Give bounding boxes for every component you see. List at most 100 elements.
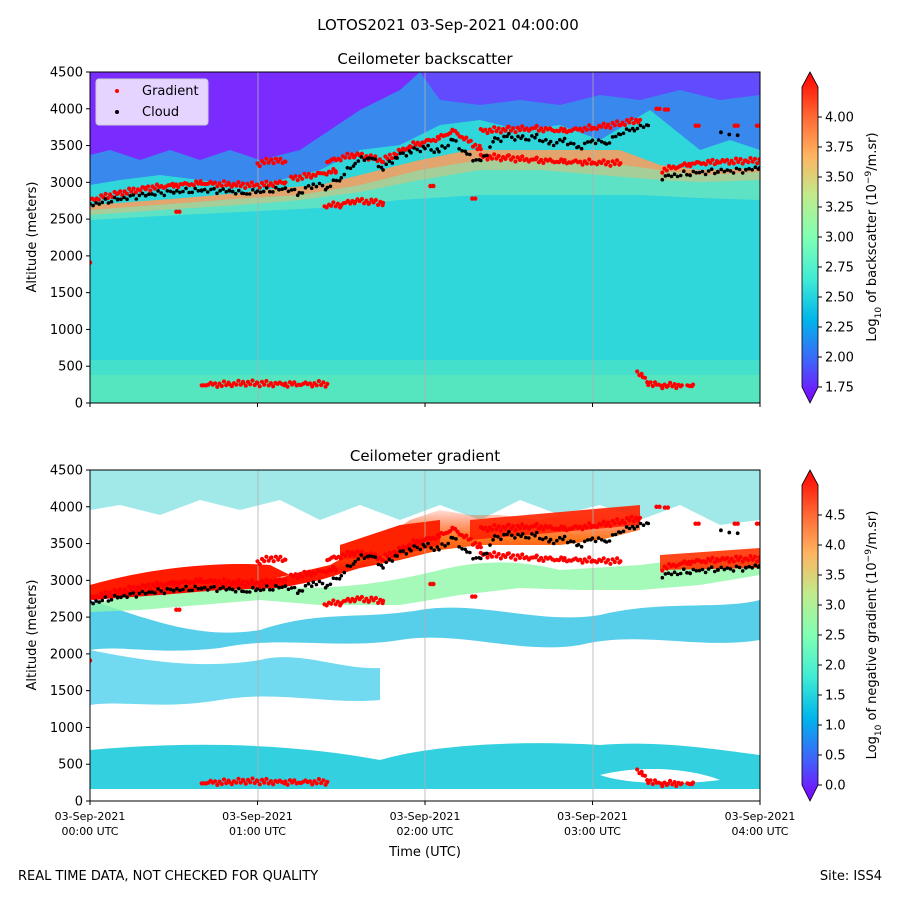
cloud-point — [251, 188, 255, 192]
cloud-point — [100, 200, 105, 205]
cloud-point — [725, 168, 730, 172]
y-tick-label: 500 — [58, 758, 83, 773]
cloud-point — [153, 591, 157, 595]
cloud-point — [562, 534, 567, 539]
gradient-point — [506, 153, 511, 158]
cloud-point — [527, 138, 531, 142]
cloud-point — [735, 133, 740, 138]
gradient-point — [278, 156, 283, 161]
gradient-point — [236, 578, 241, 583]
colorbar-tick-label: 1.0 — [825, 719, 846, 734]
gradient-point — [85, 260, 89, 264]
cloud-point — [370, 554, 375, 559]
cloud-point — [471, 159, 475, 163]
cloud-point — [731, 569, 736, 573]
gradient-point — [492, 550, 497, 555]
cloud-point — [703, 570, 708, 575]
cloud-point — [638, 123, 643, 128]
gradient-point — [727, 559, 732, 564]
cloud-point — [297, 588, 302, 593]
cloud-point — [325, 583, 330, 588]
cloud-point — [109, 199, 114, 204]
cloud-point — [520, 134, 525, 138]
cloud-point — [672, 570, 677, 574]
gradient-point — [733, 156, 739, 161]
cloud-point — [426, 143, 430, 148]
gradient-point — [629, 514, 634, 519]
y-tick-label: 4000 — [50, 102, 83, 117]
gradient-point — [331, 200, 336, 205]
gradient-point — [485, 528, 490, 534]
colorbar-tick-label: 1.5 — [825, 689, 846, 704]
gradient-point — [503, 526, 508, 531]
cloud-point — [384, 560, 389, 565]
cloud-point — [635, 126, 640, 131]
cloud-point — [181, 587, 185, 592]
cloud-point — [593, 141, 598, 146]
gradient-point — [662, 107, 668, 112]
gradient-point — [278, 554, 283, 559]
gradient-point — [307, 381, 313, 386]
gradient-point — [612, 559, 617, 565]
gradient-point — [731, 559, 736, 564]
gradient-point — [127, 186, 132, 191]
gradient-point — [520, 522, 525, 527]
cloud-point — [610, 135, 615, 139]
gradient-point — [541, 160, 546, 165]
cloud-point — [150, 590, 154, 594]
cloud-point — [342, 172, 347, 177]
cloud-point — [463, 547, 468, 552]
gradient-point — [240, 579, 246, 584]
cloud-point — [156, 587, 160, 591]
gradient-point — [755, 559, 760, 564]
cloud-point — [178, 190, 182, 195]
gradient-point — [241, 380, 246, 385]
gradient-point — [608, 523, 613, 529]
gradient-point — [381, 159, 386, 165]
gradient-point — [534, 123, 539, 129]
gradient-point — [262, 183, 267, 188]
gradient-xticks: 03-Sep-2021 00:00 UTC 03-Sep-2021 01:00 UTC… — [55, 801, 795, 838]
cloud-point — [638, 521, 643, 526]
cloud-point — [582, 539, 587, 544]
cloud-point — [744, 566, 748, 570]
gradient-point — [612, 521, 617, 526]
cloud-point — [502, 532, 506, 537]
gradient-point — [381, 557, 386, 563]
y-tick-label: 3000 — [50, 574, 83, 589]
cloud-point — [172, 191, 176, 195]
cloud-point — [697, 568, 702, 573]
gradient-point — [601, 519, 606, 524]
gradient-point — [489, 554, 495, 559]
gradient-point — [464, 135, 469, 140]
cloud-point — [387, 557, 392, 561]
gradient-point — [255, 182, 260, 187]
gradient-point — [654, 504, 659, 509]
cloud-point — [395, 554, 399, 558]
gradient-point — [321, 380, 326, 385]
gradient-point — [329, 601, 334, 606]
gradient-point — [757, 556, 760, 561]
cloud-point — [429, 546, 433, 550]
cloud-point — [731, 171, 736, 175]
gradient-point — [347, 553, 352, 558]
legend-cloud-marker — [115, 110, 119, 114]
cloud-point — [150, 192, 154, 196]
legend-gradient-marker — [115, 89, 119, 93]
cloud-point — [175, 189, 179, 193]
cloud-point — [691, 169, 696, 174]
gradient-point — [213, 779, 218, 784]
backscatter-colorbar: 1.75 2.00 2.25 2.50 2.75 3.00 3.25 3.50 3.75 4.00… — [801, 71, 884, 404]
cloud-point — [230, 587, 235, 592]
cloud-point — [415, 147, 420, 152]
cloud-point — [507, 530, 511, 534]
gradient-colorbar-label: Log10 of negative gradient (10−9/m.sr) — [864, 511, 884, 760]
gradient-point — [485, 157, 490, 162]
gradient-point — [746, 558, 751, 563]
cloud-point — [520, 532, 525, 536]
cloud-point — [144, 591, 148, 596]
cloud-point — [635, 524, 640, 529]
gradient-point — [262, 161, 267, 166]
cloud-point — [493, 534, 497, 538]
gradient-point — [103, 191, 108, 196]
